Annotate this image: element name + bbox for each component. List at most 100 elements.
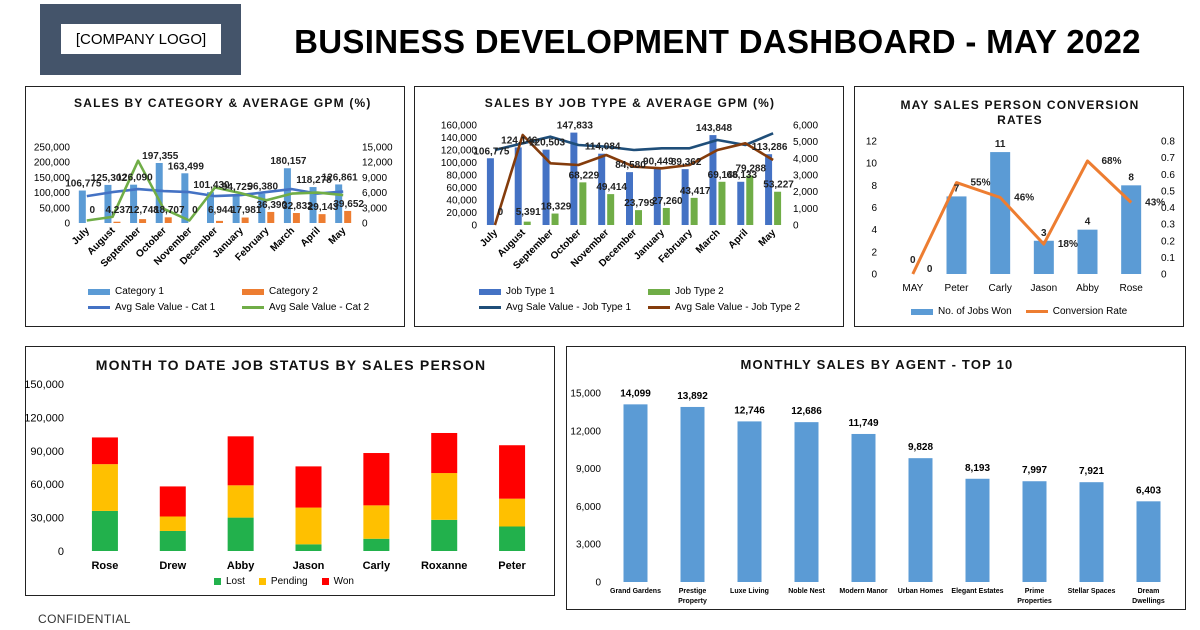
panel-sales-by-job-type: SALES BY JOB TYPE & AVERAGE GPM (%) 0 20,… [414,86,844,327]
x-tick-label: March [268,225,297,254]
bar-job-type-2 [635,210,642,225]
bar-agent-sales [1079,482,1104,582]
y2-tick-label: 15,000 [362,143,393,154]
y-tick-label: 60,000 [446,183,477,194]
line-data-label: 68% [1102,156,1122,167]
y-tick-label: 20,000 [446,208,477,219]
bar-category-1 [258,193,266,223]
bar-jobs-won [1121,185,1142,274]
bar-jobs-won [1077,229,1098,274]
chart-job-status: 0 30,000 60,000 90,000 120,000 150,000 Rose Dre… [24,379,526,572]
data-label: 180,157 [270,156,307,167]
line-avg-sale-value-job-type-1 [494,132,774,152]
bar-category-1 [232,194,240,223]
legend-swatch [479,306,501,309]
bar-segment-pending [499,498,526,527]
data-label: 90,449 [643,156,674,167]
bar-jobs-won [990,152,1011,274]
y2-tick-label: 2,000 [793,187,818,198]
bar-agent-sales [965,478,990,582]
bar-agent-sales [794,422,819,582]
data-label: 18,707 [154,205,185,216]
y-tick-label: 60,000 [30,479,64,491]
data-label: 101,430 [193,180,230,191]
bar-job-type-2 [551,213,559,225]
x-tick-label: Dream [1138,588,1160,595]
bar-category-2 [344,210,352,223]
x-tick-label: Prestige [679,588,707,595]
dashboard-title: BUSINESS DEVELOPMENT DASHBOARD - MAY 202… [294,23,1141,60]
x-tick-label: Noble Nest [788,588,825,595]
legend-label: Avg Sale Value - Job Type 1 [506,302,632,313]
line-data-label: 55% [971,178,991,189]
data-label: 143,848 [696,123,733,134]
bar-job-type-1 [765,154,773,225]
x-tick-label: Urban Homes [898,588,944,595]
data-label: 94,725 [222,182,253,193]
bar-job-type-2 [662,207,670,225]
y2-tick-label: 1,000 [793,204,818,215]
chart-title: SALES BY JOB TYPE & AVERAGE GPM (%) [484,96,776,110]
x-tick-label: Abby [227,560,255,572]
bar-category-1 [309,187,317,223]
x-tick-label: Roxanne [421,560,467,572]
line-conversion-rate [911,159,1133,275]
bar-category-2 [267,211,275,223]
bar-job-type-1 [514,147,522,225]
data-label: 27,260 [652,196,683,207]
data-label: 7,997 [1022,465,1047,476]
x-tick-label: Carly [363,560,391,572]
y2-tick-label: 0 [1161,270,1167,281]
bar-agent-sales [737,421,762,582]
bar-category-1 [78,190,86,223]
panel-sales-by-agent: MONTHLY SALES BY AGENT - TOP 10 0 3,000 6,… [566,346,1186,610]
line-data-label: 18% [1058,239,1078,250]
data-label: 32,832 [282,201,313,212]
bar-agent-sales [623,404,648,582]
y2-tick-label: 5,000 [793,137,818,148]
bar-job-type-1 [737,181,745,225]
data-label: 9,828 [908,442,933,453]
chart-title: MONTH TO DATE JOB STATUS BY SALES PERSON [95,357,487,373]
bar-job-type-1 [709,135,717,225]
bar-category-1 [335,184,343,223]
bar-agent-sales [908,458,933,582]
x-tick-label: July [70,225,92,247]
y2-tick-label: 12,000 [362,158,393,169]
data-label: 29,143 [308,202,339,213]
line-avg-sale-value-job-type-2 [493,133,774,226]
bar-category-2 [113,221,121,223]
bar-segment-pending [431,473,458,520]
y-tick-label: 30,000 [30,513,64,525]
bar-segment-lost [91,510,118,551]
data-label: 11,749 [848,418,878,429]
y2-tick-label: 9,000 [362,173,387,184]
legend-swatch [911,308,933,315]
bar-jobs-won [946,196,967,274]
legend-swatch [1025,310,1048,313]
x-tick-label: Jason [293,560,325,572]
chart-sales-by-category: 0 50,000 100,000 150,000 200,000 250,000 0 3,00… [34,143,393,270]
bar-segment-pending [227,485,254,518]
y-tick-label: 50,000 [39,203,70,214]
company-logo: [COMPANY LOGO] [40,4,241,75]
data-label: 197,355 [142,151,179,162]
bar-segment-lost [159,530,186,551]
y-tick-label: 12 [866,137,878,148]
x-tick-label: Peter [945,283,970,294]
data-label: 113,286 [752,142,788,153]
data-label: 13,892 [677,391,708,402]
bar-job-type-2 [774,191,782,225]
data-label: 163,499 [168,161,205,172]
y-tick-label: 100,000 [34,188,71,199]
x-tick-label: Prime [1025,588,1045,595]
y-tick-label: 6,000 [576,502,601,513]
bar-segment-won [499,445,526,499]
bar-category-2 [164,217,172,223]
chart-legend: Lost Pending Won [26,576,556,587]
y2-tick-label: 0.5 [1161,186,1175,197]
bar-job-type-2 [579,182,587,225]
bar-job-type-2 [718,181,726,225]
y2-tick-label: 0 [793,221,799,232]
bar-job-type-2 [746,175,754,225]
